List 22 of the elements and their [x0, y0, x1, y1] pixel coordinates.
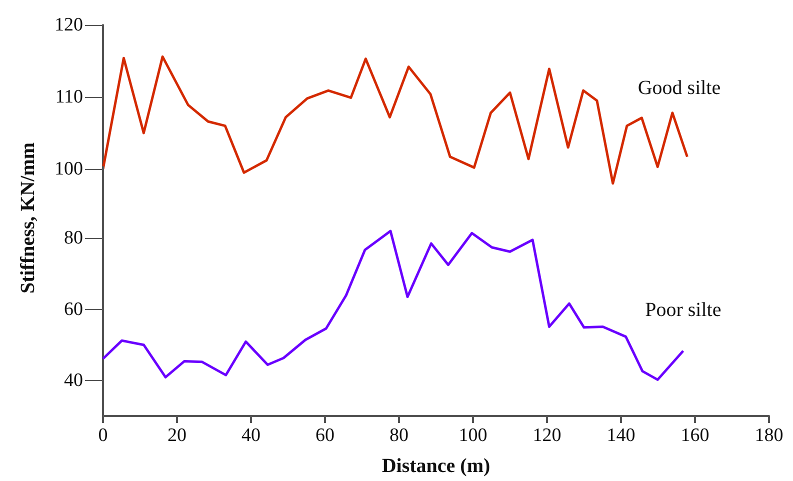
x-tick-label: 0 — [98, 425, 108, 446]
x-tick-label: 160 — [680, 425, 710, 446]
line-series — [102, 55, 688, 185]
x-tick-label: 20 — [168, 425, 186, 446]
x-tick-label: 60 — [316, 425, 334, 446]
x-axis-title: Distance (m) — [382, 455, 490, 477]
y-tick-label: 120 — [54, 14, 83, 36]
x-tick-label: 120 — [532, 425, 562, 446]
line-series — [102, 230, 684, 381]
y-axis-title: Stiffness, KN/mm — [17, 142, 39, 294]
y-tick-label: 110 — [55, 86, 83, 108]
y-tick-label: 40 — [64, 370, 83, 391]
y-tick-label: 100 — [54, 158, 83, 180]
x-tick-label: 180 — [754, 425, 784, 446]
y-tick-label: 80 — [64, 228, 83, 249]
x-tick-label: 140 — [606, 425, 636, 446]
x-tick-label: 40 — [242, 425, 260, 446]
series-label: Poor silte — [645, 298, 722, 321]
x-tick-label: 100 — [458, 425, 488, 446]
x-tick-label: 80 — [390, 425, 408, 446]
y-tick-label: 60 — [64, 298, 83, 320]
series-label: Good silte — [638, 76, 721, 99]
